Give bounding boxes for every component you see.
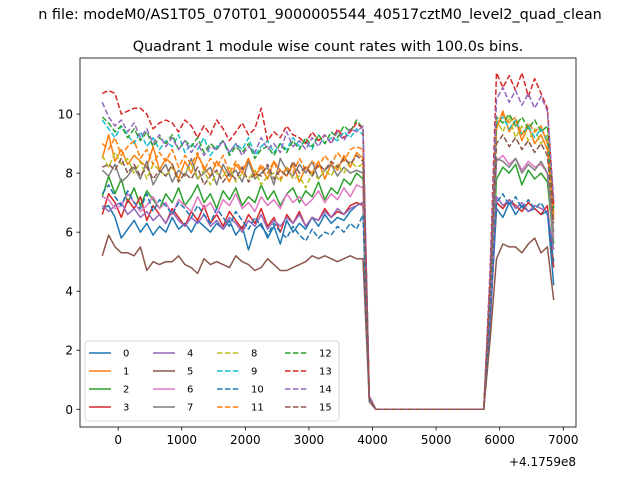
legend-label: 4 [187,349,193,360]
axes-frame [79,57,577,428]
legend-label: 6 [187,385,193,396]
series-line-14 [101,86,555,411]
series-line-15 [101,134,555,411]
legend-label: 12 [319,349,332,360]
legend-label: 7 [187,403,193,414]
y-tick-label: 10 [58,108,73,122]
legend-item-15[interactable]: 15 [285,403,332,414]
x-axis: 0 1000 2000 3000 4000 5000 6000 7000 [114,427,579,447]
y-tick-label: 0 [65,403,73,417]
y-tick-label: 8 [65,167,73,181]
legend-item-6[interactable]: 6 [153,385,193,396]
legend-label: 14 [319,385,332,396]
legend-item-2[interactable]: 2 [89,385,129,396]
x-tick-label: 3000 [294,433,325,447]
legend-item-1[interactable]: 1 [89,367,129,378]
x-tick-label: 7000 [548,433,579,447]
y-tick-label: 6 [65,226,73,240]
x-axis-offset-label: +4.1759e8 [509,455,576,469]
legend-label: 11 [251,403,264,414]
legend-item-9[interactable]: 9 [217,367,257,378]
x-tick-label: 4000 [357,433,388,447]
legend-label: 9 [251,367,257,378]
legend-item-10[interactable]: 10 [217,385,264,396]
y-axis: 0 2 4 6 8 10 [58,108,80,417]
figure-suptitle: n file: modeM0/AS1T05_070T01_9000005544_… [38,7,602,23]
chart-title: Quadrant 1 module wise count rates with … [133,39,524,55]
legend-label: 1 [123,367,129,378]
series-line-10 [101,184,555,411]
y-tick-label: 2 [65,344,73,358]
series-line-11 [101,113,555,411]
x-tick-label: 2000 [230,433,261,447]
series-line-8 [101,116,555,411]
legend-item-4[interactable]: 4 [153,349,193,360]
legend-label: 0 [123,349,129,360]
legend-frame [84,340,340,422]
legend-item-12[interactable]: 12 [285,349,332,360]
y-tick-label: 4 [65,285,73,299]
legend-item-13[interactable]: 13 [285,367,332,378]
x-tick-label: 5000 [421,433,452,447]
series-layer [101,72,555,411]
legend-label: 3 [123,403,129,414]
legend-item-11[interactable]: 11 [217,403,264,414]
legend-label: 10 [251,385,264,396]
legend-item-3[interactable]: 3 [89,403,129,414]
legend-label: 5 [187,367,193,378]
legend-item-0[interactable]: 0 [89,349,129,360]
x-tick-label: 0 [114,433,122,447]
legend-item-7[interactable]: 7 [153,403,193,414]
legend-label: 2 [123,385,129,396]
x-tick-label: 6000 [484,433,515,447]
legend-label: 15 [319,403,332,414]
legend-item-14[interactable]: 14 [285,385,332,396]
legend-label: 13 [319,367,332,378]
legend-item-5[interactable]: 5 [153,367,193,378]
x-tick-label: 1000 [166,433,197,447]
legend-item-8[interactable]: 8 [217,349,257,360]
legend-label: 8 [251,349,257,360]
